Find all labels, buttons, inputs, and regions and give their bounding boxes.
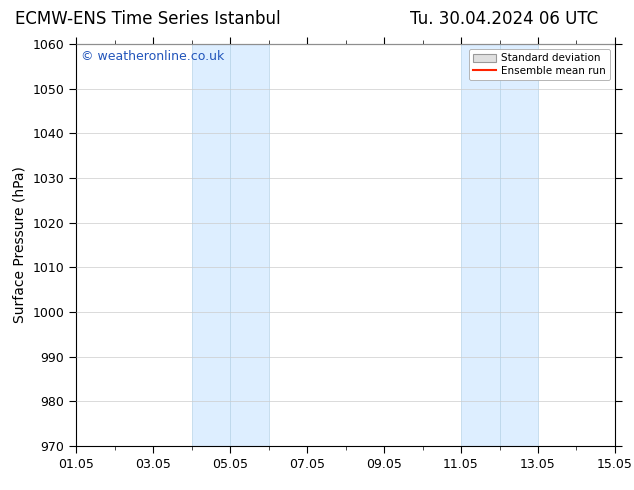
Text: ECMW-ENS Time Series Istanbul: ECMW-ENS Time Series Istanbul: [15, 10, 281, 28]
Text: © weatheronline.co.uk: © weatheronline.co.uk: [81, 50, 224, 63]
Y-axis label: Surface Pressure (hPa): Surface Pressure (hPa): [13, 167, 27, 323]
Bar: [461, 44, 500, 446]
Bar: [230, 44, 269, 446]
Bar: [191, 44, 230, 446]
Text: Tu. 30.04.2024 06 UTC: Tu. 30.04.2024 06 UTC: [410, 10, 598, 28]
Legend: Standard deviation, Ensemble mean run: Standard deviation, Ensemble mean run: [469, 49, 610, 80]
Bar: [500, 44, 538, 446]
